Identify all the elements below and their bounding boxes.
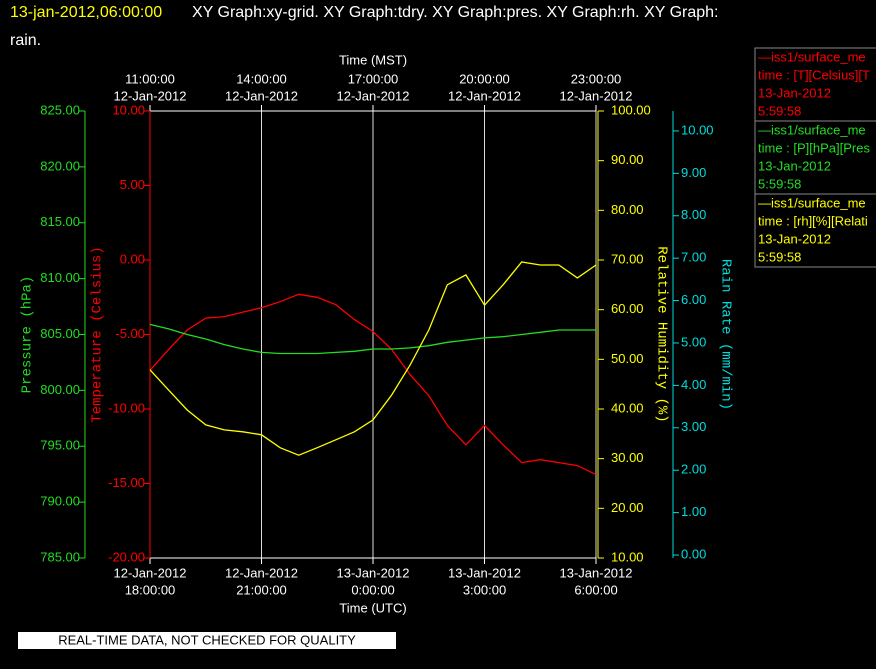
- legend-text: time : [P][hPa][Pres: [758, 140, 870, 155]
- y-tick-label: -20.00: [108, 549, 145, 564]
- y-tick-label: 80.00: [611, 202, 644, 217]
- x-tick-label: 21:00:00: [236, 582, 287, 597]
- y-tick-label: -15.00: [108, 475, 145, 490]
- y-tick-label: 10.00: [112, 102, 145, 117]
- y-axis-label: Pressure (hPa): [20, 276, 36, 394]
- y-tick-label: 825.00: [40, 102, 80, 117]
- footer-box: [18, 632, 396, 649]
- y-tick-label: 10.00: [611, 549, 644, 564]
- legend-text: 5:59:58: [758, 176, 801, 191]
- legend-name: —iss1/surface_me: [758, 49, 866, 64]
- title-time: 13-jan-2012,06:00:00: [10, 4, 162, 21]
- y-tick-label: 50.00: [611, 351, 644, 366]
- y-tick-label: 70.00: [611, 251, 644, 266]
- x-tick-label: 3:00:00: [463, 582, 506, 597]
- y-tick-label: 20.00: [611, 500, 644, 515]
- y-tick-label: 90.00: [611, 152, 644, 167]
- legend-name: —iss1/surface_me: [758, 122, 866, 137]
- x2-tick-label: 20:00:00: [459, 71, 510, 86]
- x-tick-label: 6:00:00: [574, 582, 617, 597]
- legend-text: time : [T][Celsius][T: [758, 67, 870, 82]
- legend-text: 5:59:58: [758, 103, 801, 118]
- y-tick-label: 805.00: [40, 326, 80, 341]
- x-tick-label: 12-Jan-2012: [225, 565, 298, 580]
- x2-tick-label: 12-Jan-2012: [225, 88, 298, 103]
- title-text: XY Graph:xy-grid. XY Graph:tdry. XY Grap…: [192, 4, 718, 21]
- y-tick-label: 5.00: [681, 334, 706, 349]
- y-tick-label: 60.00: [611, 301, 644, 316]
- y-tick-label: 800.00: [40, 382, 80, 397]
- y-tick-label: -10.00: [108, 400, 145, 415]
- y-tick-label: 10.00: [681, 122, 714, 137]
- y-tick-label: 785.00: [40, 549, 80, 564]
- footer: REAL-TIME DATA, NOT CHECKED FOR QUALITY: [58, 632, 356, 647]
- legend-name: —iss1/surface_me: [758, 195, 866, 210]
- y-axis-label: Relative Humidity (%): [653, 246, 669, 422]
- x-axis-label: Time (UTC): [339, 600, 406, 615]
- y-tick-label: 790.00: [40, 494, 80, 509]
- y-tick-label: 30.00: [611, 450, 644, 465]
- x2-tick-label: 12-Jan-2012: [337, 88, 410, 103]
- legend-text: 5:59:58: [758, 249, 801, 264]
- y-tick-label: 5.00: [120, 177, 145, 192]
- y-tick-label: 810.00: [40, 270, 80, 285]
- x2-tick-label: 12-Jan-2012: [448, 88, 521, 103]
- x2-axis-label: Time (MST): [339, 52, 407, 67]
- legend-text: 13-Jan-2012: [758, 231, 831, 246]
- x-tick-label: 13-Jan-2012: [560, 565, 633, 580]
- series-line: [149, 293, 597, 476]
- x2-tick-label: 11:00:00: [125, 71, 175, 86]
- legend-text: 13-Jan-2012: [758, 85, 831, 100]
- legend-box: [754, 193, 876, 268]
- x2-tick-label: 14:00:00: [236, 71, 287, 86]
- series-line: [149, 261, 597, 456]
- y-tick-label: 8.00: [681, 207, 706, 222]
- y-tick-label: 6.00: [681, 292, 706, 307]
- y-tick-label: 0.00: [681, 546, 706, 561]
- x2-tick-label: 23:00:00: [571, 71, 622, 86]
- y-tick-label: 100.00: [611, 102, 651, 117]
- y-tick-label: 795.00: [40, 438, 80, 453]
- y-axis-label: Temperature (Celsius): [90, 246, 106, 422]
- x-tick-label: 0:00:00: [351, 582, 394, 597]
- title-text: rain.: [10, 32, 41, 49]
- y-tick-label: 9.00: [681, 165, 706, 180]
- x2-tick-label: 12-Jan-2012: [560, 88, 633, 103]
- x-tick-label: 13-Jan-2012: [337, 565, 410, 580]
- legend-text: 13-Jan-2012: [758, 158, 831, 173]
- y-tick-label: 40.00: [611, 400, 644, 415]
- x-tick-label: 12-Jan-2012: [114, 565, 187, 580]
- x-tick-label: 13-Jan-2012: [448, 565, 521, 580]
- series-line: [149, 323, 596, 355]
- y-tick-label: 7.00: [681, 250, 706, 265]
- y-tick-label: 2.00: [681, 462, 706, 477]
- legend-text: time : [rh][%][Relati: [758, 213, 868, 228]
- y-tick-label: 820.00: [40, 158, 80, 173]
- y-tick-label: 1.00: [681, 504, 706, 519]
- y-tick-label: 4.00: [681, 377, 706, 392]
- y-axis-label: Rain Rate (mm/min): [717, 259, 733, 410]
- y-tick-label: -5.00: [115, 326, 145, 341]
- x2-tick-label: 17:00:00: [348, 71, 399, 86]
- y-tick-label: 815.00: [40, 214, 80, 229]
- y-tick-label: 0.00: [120, 251, 145, 266]
- y-tick-label: 3.00: [681, 419, 706, 434]
- x-tick-label: 18:00:00: [125, 582, 176, 597]
- x2-tick-label: 12-Jan-2012: [114, 88, 187, 103]
